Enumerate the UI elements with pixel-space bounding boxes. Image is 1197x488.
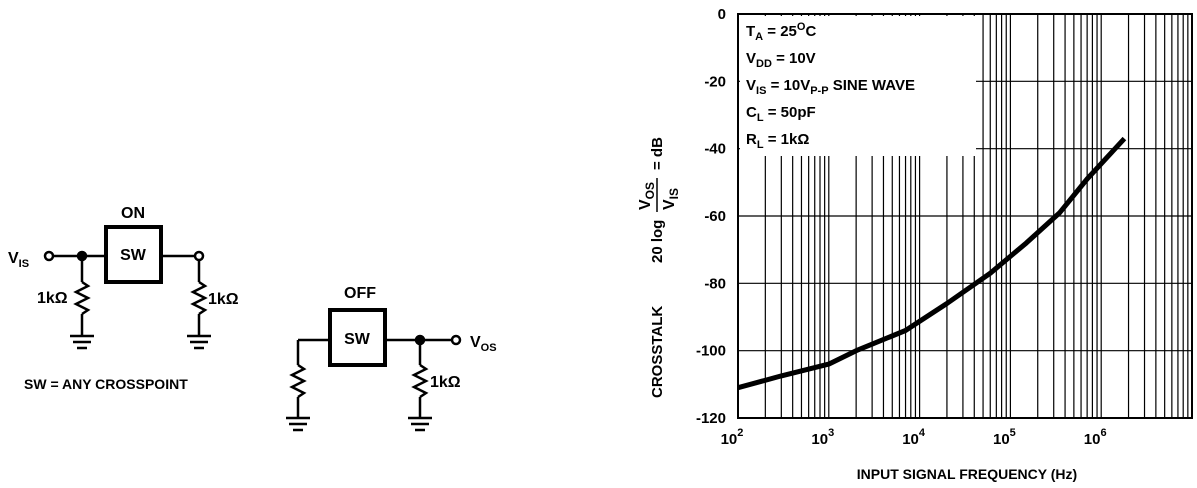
off-right-resistor-label: 1kΩ — [430, 374, 461, 391]
x-tick-label: 106 — [1084, 427, 1107, 448]
on-left-resistor-label: 1kΩ — [37, 290, 68, 307]
y-tick-labels: 0 -20 -40 -60 -80 -100 -120 — [696, 6, 726, 427]
off-left-resistor — [289, 363, 307, 399]
annotation-box — [740, 16, 976, 156]
y-tick-label: -100 — [696, 343, 726, 360]
x-tick-label: 104 — [902, 427, 926, 448]
vos-terminal — [450, 334, 462, 346]
on-output-terminal — [193, 250, 205, 262]
on-input-node — [76, 250, 88, 262]
x-tick-label: 103 — [811, 427, 834, 448]
y-axis-label-numerator: VOS — [637, 182, 657, 210]
condition-annotation: TA = 25OC — [746, 21, 816, 43]
crosspoint-note: SW = ANY CROSSPOINT — [24, 376, 188, 392]
y-tick-label: -120 — [696, 410, 726, 427]
on-switch-box — [104, 225, 163, 284]
off-label: OFF — [344, 285, 376, 302]
x-axis-label: INPUT SIGNAL FREQUENCY (Hz) — [857, 466, 1077, 482]
y-axis-label-denominator: VIS — [661, 188, 681, 210]
vis-terminal — [43, 250, 55, 262]
y-tick-label: -20 — [704, 73, 726, 90]
y-tick-label: 0 — [718, 6, 726, 23]
condition-annotation: CL = 50pF — [746, 104, 816, 124]
x-tick-label: 102 — [721, 427, 744, 448]
on-switch-label: SW — [120, 247, 147, 264]
y-tick-label: -40 — [704, 141, 726, 158]
condition-annotation: RL = 1kΩ — [746, 131, 809, 151]
vis-input-label: VIS — [8, 250, 29, 270]
off-switch-label: SW — [344, 331, 371, 348]
condition-annotation: VIS = 10VP-P SINE WAVE — [746, 77, 915, 97]
ground-icon — [70, 334, 94, 350]
x-tick-label: 105 — [993, 427, 1016, 448]
ground-icon — [286, 416, 310, 432]
off-right-resistor — [411, 363, 429, 399]
series-layer — [737, 136, 1127, 391]
on-label: ON — [121, 205, 145, 222]
y-tick-label: -60 — [704, 208, 726, 225]
condition-annotation: VDD = 10V — [746, 50, 816, 70]
x-tick-labels: 102 103 104 105 106 — [721, 427, 1107, 448]
on-right-resistor-label: 1kΩ — [208, 291, 239, 308]
off-switch-box — [328, 308, 387, 367]
crosstalk-chart: TA = 25OC VDD = 10V VIS = 10VP-P SINE WAVE… — [637, 6, 1193, 482]
on-left-resistor — [73, 280, 91, 316]
y-axis-label-prefix: CROSSTALK — [649, 306, 666, 398]
y-axis-label-formula: 20 log — [649, 220, 666, 263]
vos-output-label: VOS — [470, 334, 497, 354]
crosstalk-curve — [737, 136, 1127, 391]
ground-icon — [408, 416, 432, 432]
y-tick-label: -80 — [704, 275, 726, 292]
plot-frame — [737, 13, 1193, 419]
on-right-resistor — [190, 280, 208, 316]
condition-annotations: TA = 25OC VDD = 10V VIS = 10VP-P SINE WAVE… — [746, 21, 915, 151]
ground-icon — [187, 334, 211, 350]
y-axis-label-suffix: = dB — [649, 137, 666, 170]
test-circuit-schematic: ON SW VIS 1kΩ 1kΩ SW = ANY CROSSPOINT OF… — [8, 205, 497, 432]
off-output-node — [414, 334, 426, 346]
y-axis-label: CROSSTALK 20 log VOS VIS = dB — [637, 137, 681, 398]
